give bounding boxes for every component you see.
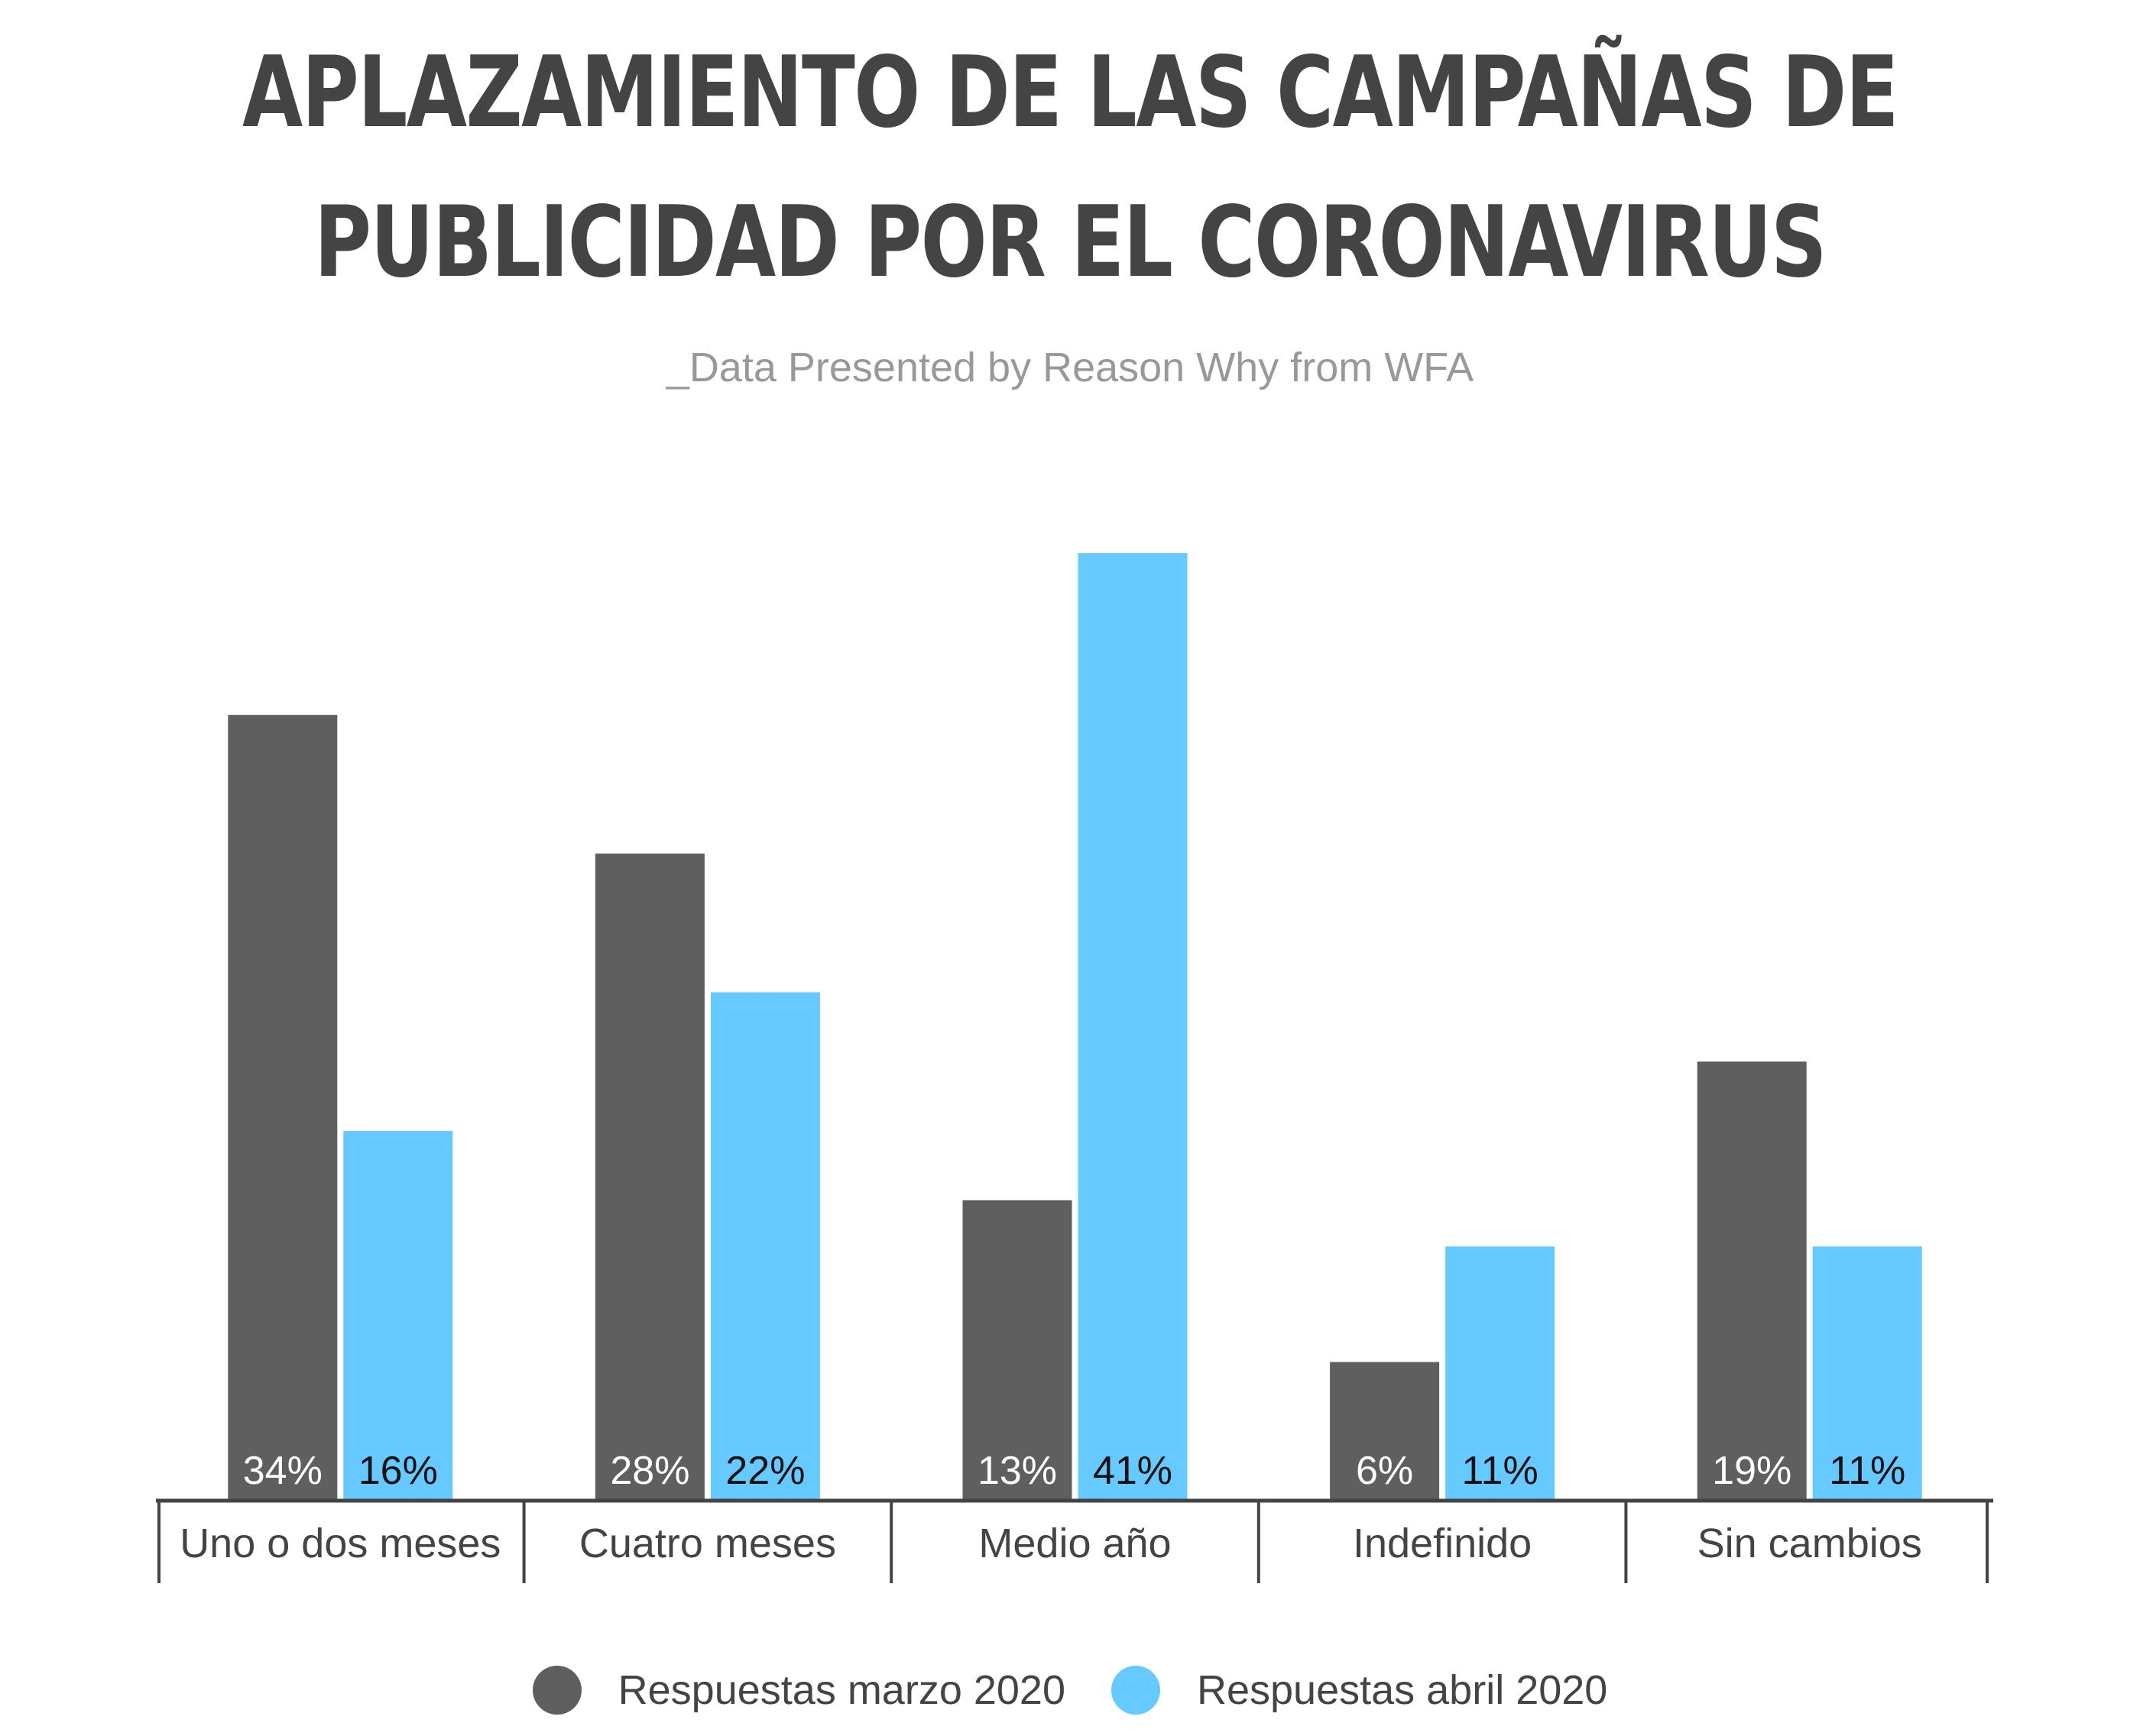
data-label-march-3: 13% (978, 1449, 1057, 1493)
bar-april-1 (343, 1131, 453, 1501)
bar-april-2 (710, 992, 820, 1501)
legend-swatch-april (1111, 1666, 1160, 1715)
x-tick-label-3: Medio año (978, 1521, 1171, 1566)
chart-title: APLAZAMIENTO DE LAS CAMPAÑAS DE PUBLICID… (0, 18, 2140, 318)
data-label-march-4: 6% (1356, 1449, 1413, 1493)
bar-march-1 (228, 714, 338, 1501)
legend-label-march: Respuestas marzo 2020 (618, 1667, 1065, 1713)
chart-legend: Respuestas marzo 2020 Respuestas abril 2… (0, 1666, 2140, 1715)
data-label-march-5: 19% (1712, 1449, 1791, 1493)
bar-april-3 (1078, 553, 1188, 1501)
chart-title-line-1: APLAZAMIENTO DE LAS CAMPAÑAS DE (242, 36, 1898, 150)
bar-march-5 (1697, 1061, 1807, 1501)
data-label-april-1: 16% (358, 1449, 438, 1493)
bar-march-4 (1330, 1362, 1440, 1501)
data-label-april-5: 11% (1829, 1449, 1905, 1493)
bar-march-2 (595, 853, 705, 1501)
data-label-april-2: 22% (725, 1449, 805, 1493)
bar-april-4 (1445, 1246, 1555, 1501)
data-label-april-3: 41% (1093, 1449, 1172, 1493)
legend-item-march: Respuestas marzo 2020 (532, 1666, 1065, 1715)
bar-march-3 (962, 1200, 1072, 1501)
chart-subtitle: _Data Presented by Reason Why from WFA (666, 345, 1474, 390)
data-label-march-1: 34% (243, 1449, 323, 1493)
legend-item-april: Respuestas abril 2020 (1111, 1666, 1607, 1715)
data-label-april-4: 11% (1461, 1449, 1538, 1493)
x-tick-label-4: Indefinido (1353, 1521, 1532, 1566)
x-tick-label-2: Cuatro meses (579, 1521, 836, 1566)
bar-april-5 (1812, 1246, 1922, 1501)
legend-label-april: Respuestas abril 2020 (1196, 1667, 1608, 1713)
x-tick-label-1: Uno o dos meses (180, 1521, 501, 1566)
data-label-march-2: 28% (610, 1449, 689, 1493)
legend-swatch-march (532, 1666, 582, 1715)
x-tick-label-5: Sin cambios (1697, 1521, 1922, 1566)
chart-title-line-2: PUBLICIDAD POR EL CORONAVIRUS (314, 186, 1827, 300)
